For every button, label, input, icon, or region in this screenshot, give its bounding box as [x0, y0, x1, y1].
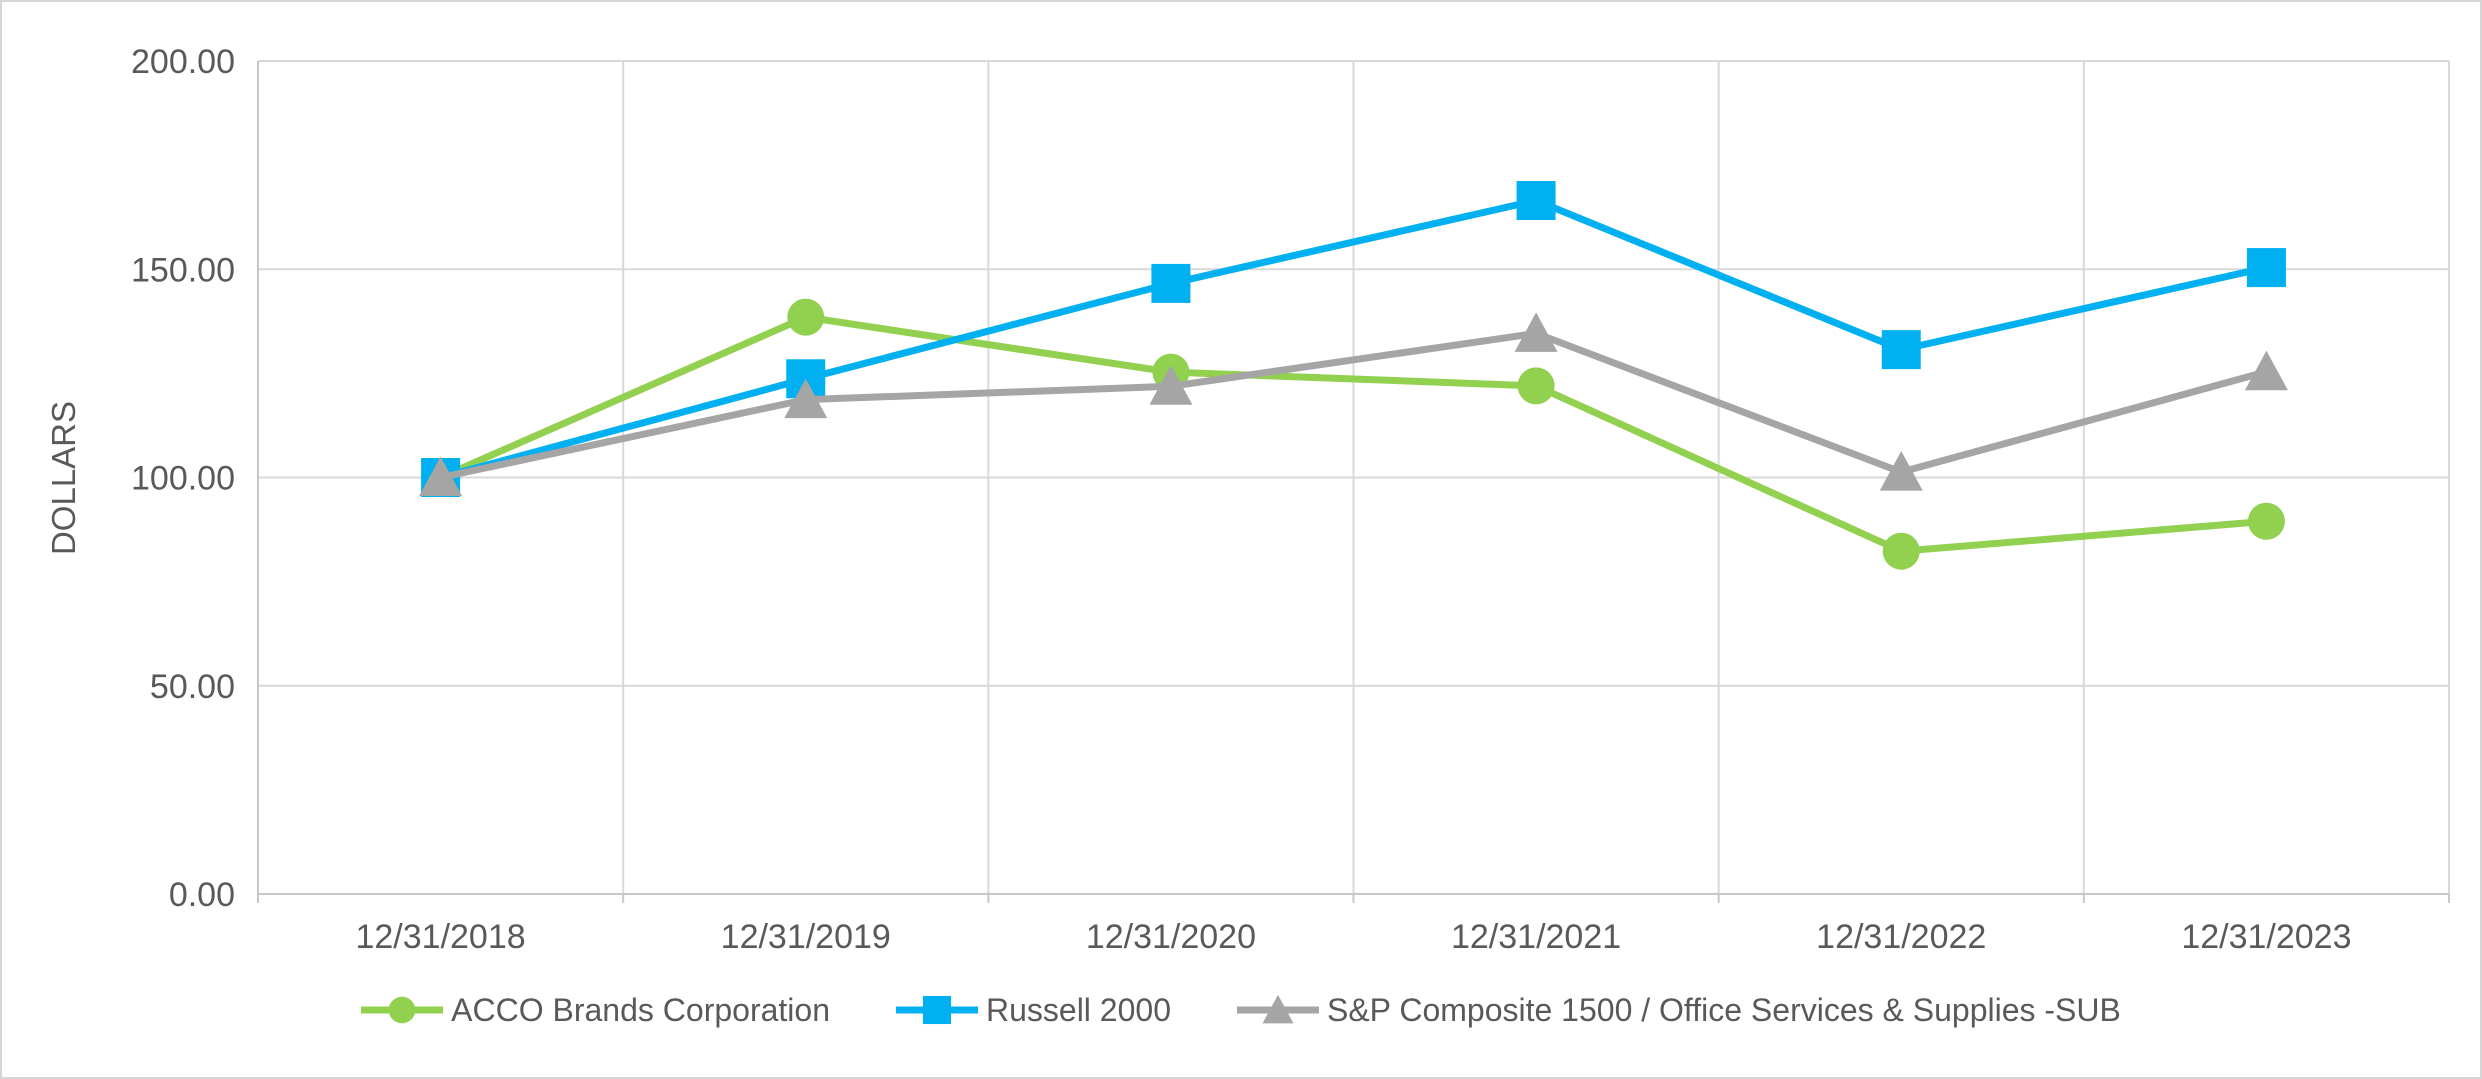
triangle-marker: [1879, 451, 1923, 491]
x-axis-tick-labels: 12/31/2018 12/31/2019 12/31/2020 12/31/2021…: [355, 918, 2351, 956]
circle-marker: [2247, 502, 2285, 540]
legend-label: S&P Composite 1500 / Office Services & S…: [1326, 992, 2121, 1028]
square-marker: [922, 995, 952, 1025]
legend-marker-square: [895, 995, 978, 1025]
axis-lines-group: [257, 61, 2450, 903]
legend-label: Russell 2000: [985, 992, 1171, 1028]
legend-label: ACCO Brands Corporation: [451, 992, 830, 1028]
y-axis-tick-label: 0.00: [169, 876, 235, 914]
y-axis-title: DOLLARS: [45, 401, 82, 555]
square-marker: [1881, 330, 1921, 370]
x-axis-tick-label: 12/31/2023: [2181, 918, 2351, 956]
series-triangle: [419, 312, 2288, 496]
triangle-marker: [1262, 994, 1294, 1024]
y-axis-tick-label: 200.00: [131, 43, 235, 81]
legend-marker-circle: [361, 996, 444, 1024]
triangle-marker: [2244, 350, 2288, 391]
triangle-marker: [419, 456, 463, 496]
series-line: [439, 313, 2267, 555]
square-marker: [1151, 263, 1191, 303]
circle-marker: [388, 996, 416, 1024]
square-marker: [2246, 248, 2286, 288]
y-axis-tick-label: 50.00: [150, 668, 235, 706]
series-group: [419, 181, 2288, 570]
chart-legend: ACCO Brands Corporation Russell 2000 S&P C…: [2, 988, 2480, 1032]
legend-item: Russell 2000: [895, 988, 1171, 1032]
y-axis-tick-label: 100.00: [131, 460, 235, 498]
gridlines-group: [258, 60, 2450, 894]
x-axis-tick-label: 12/31/2018: [355, 918, 525, 956]
legend-marker-triangle: [1236, 994, 1319, 1024]
triangle-marker: [784, 378, 828, 419]
x-axis-tick-label: 12/31/2020: [1086, 918, 1256, 956]
circle-marker: [1517, 367, 1555, 405]
triangle-marker: [1514, 312, 1558, 352]
x-axis-tick-label: 12/31/2019: [721, 918, 891, 956]
series-line: [439, 329, 2268, 481]
x-axis-tick-label: 12/31/2022: [1816, 918, 1986, 956]
legend-item: S&P Composite 1500 / Office Services & S…: [1236, 988, 2121, 1032]
x-axis-tick-label: 12/31/2021: [1451, 918, 1621, 956]
triangle-marker: [1149, 365, 1193, 405]
legend-item: ACCO Brands Corporation: [361, 988, 830, 1032]
y-axis-tick-label: 150.00: [131, 251, 235, 289]
square-marker: [1516, 181, 1556, 221]
y-axis-tick-labels: 0.00 50.00 100.00 150.00 200.00: [131, 43, 235, 914]
circle-marker: [1882, 532, 1920, 570]
circle-marker: [787, 298, 825, 336]
series-line: [439, 197, 2268, 481]
